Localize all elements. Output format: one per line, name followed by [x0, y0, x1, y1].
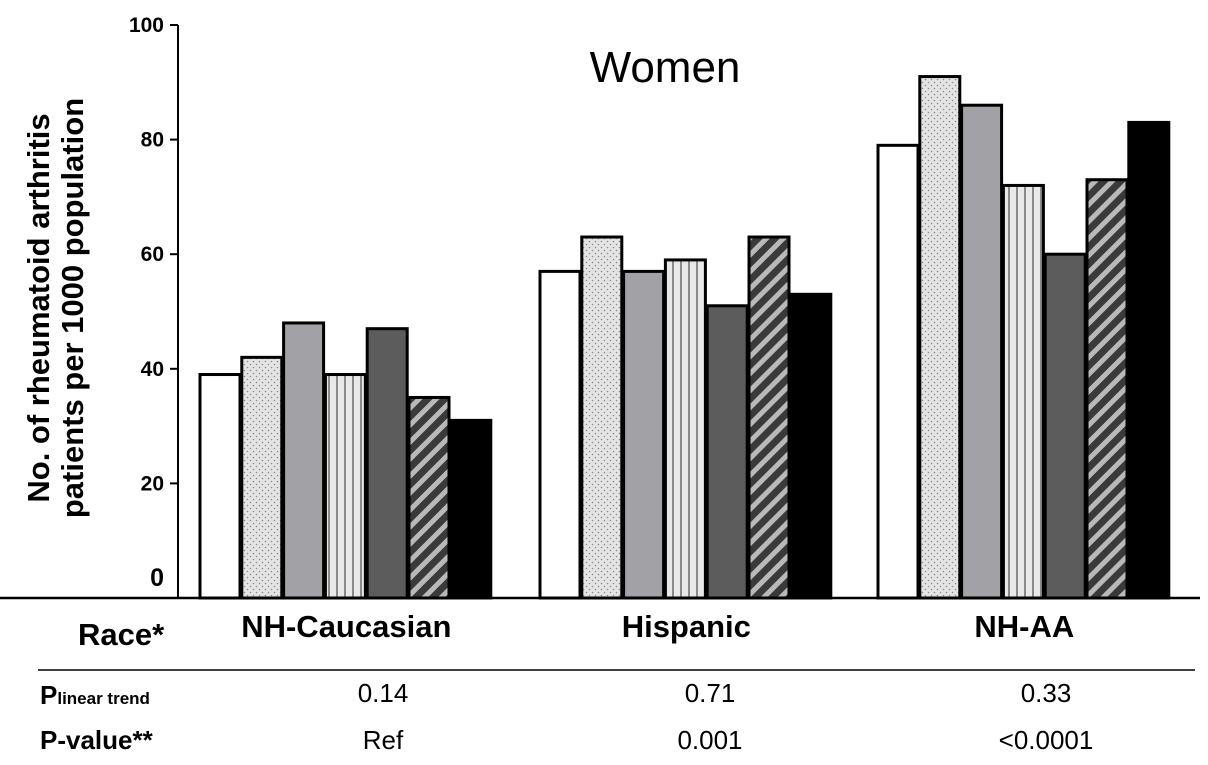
bar — [705, 304, 749, 600]
p-value-hispanic: 0.001 — [677, 725, 742, 755]
bar — [1127, 120, 1171, 600]
bar — [580, 235, 624, 600]
bar — [198, 373, 242, 600]
p-value-nh-caucasian: Ref — [363, 725, 404, 755]
y-tick-label: 60 — [141, 243, 164, 266]
y-tick-label: 100 — [129, 14, 164, 37]
y-axis-label-line1: No. of rheumatoid arthritis — [21, 113, 56, 502]
bar — [538, 269, 582, 600]
bar — [365, 327, 409, 600]
p-linear-value-hispanic: 0.71 — [685, 678, 736, 708]
y-tick-label: 20 — [141, 472, 164, 495]
x-category-label: NH-Caucasian — [241, 609, 451, 644]
bar — [960, 103, 1004, 600]
y-axis-label-line2: patients per 1000 population — [55, 98, 90, 518]
chart-title: Women — [590, 43, 741, 92]
x-category-label: Hispanic — [622, 609, 751, 644]
p-value-label: P-value** — [40, 725, 154, 755]
p-linear-trend-sub: linear trend — [57, 689, 150, 708]
race-label: Race* — [78, 617, 165, 652]
bar — [323, 373, 367, 600]
x-category-label: NH-AA — [974, 609, 1074, 644]
bar — [282, 321, 326, 600]
p-linear-trend-main: P — [40, 680, 57, 710]
bar — [449, 418, 493, 600]
bar — [1043, 252, 1087, 600]
p-linear-value-nh-caucasian: 0.14 — [358, 678, 409, 708]
bar — [407, 395, 451, 600]
p-linear-value-nh-aa: 0.33 — [1021, 678, 1072, 708]
bar — [622, 269, 666, 600]
y-tick-label: 80 — [141, 129, 164, 152]
bar — [1085, 178, 1129, 600]
bar — [789, 292, 833, 600]
bar — [663, 258, 707, 600]
bar — [747, 235, 791, 600]
bar — [1001, 183, 1045, 600]
bar — [876, 143, 920, 600]
p-value-nh-aa: <0.0001 — [999, 725, 1094, 755]
bar — [240, 355, 284, 600]
p-linear-trend-label: Plinear trend — [40, 680, 150, 710]
bar — [918, 75, 962, 600]
y-tick-label: 0 — [150, 564, 164, 592]
y-tick-label: 40 — [141, 358, 164, 381]
